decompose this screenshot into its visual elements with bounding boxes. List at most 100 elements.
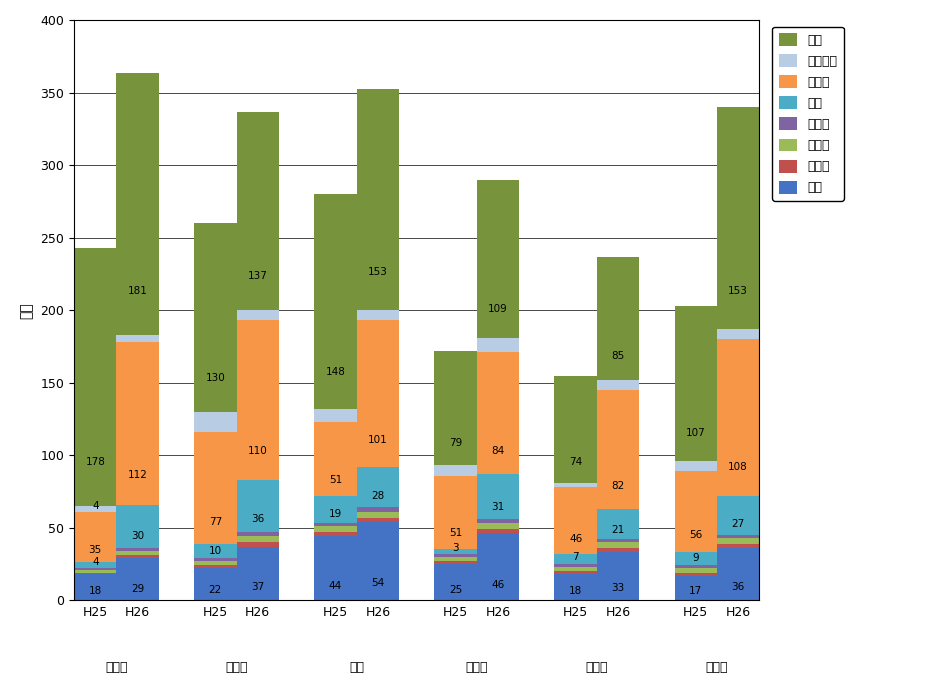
Bar bbox=[717, 340, 759, 496]
Text: 178: 178 bbox=[85, 457, 106, 467]
Text: 109: 109 bbox=[488, 304, 507, 314]
Text: 74: 74 bbox=[569, 457, 582, 466]
Bar bbox=[74, 563, 117, 568]
Bar bbox=[117, 73, 159, 335]
Bar bbox=[194, 544, 236, 558]
Text: 51: 51 bbox=[449, 529, 462, 538]
Bar bbox=[597, 256, 639, 380]
Bar bbox=[555, 567, 597, 572]
Bar bbox=[477, 519, 519, 523]
Bar bbox=[434, 475, 477, 550]
Bar bbox=[434, 561, 477, 564]
Bar bbox=[674, 471, 717, 552]
Text: 28: 28 bbox=[371, 491, 384, 501]
Bar bbox=[314, 496, 357, 523]
Text: 153: 153 bbox=[368, 267, 388, 277]
Bar bbox=[74, 506, 117, 512]
Text: 30: 30 bbox=[131, 531, 144, 542]
Text: 36: 36 bbox=[251, 514, 265, 524]
Bar bbox=[314, 527, 357, 532]
Text: 51: 51 bbox=[329, 475, 342, 485]
Bar bbox=[74, 574, 117, 600]
Text: 46: 46 bbox=[569, 534, 582, 544]
Text: 85: 85 bbox=[611, 351, 625, 361]
Text: 10: 10 bbox=[208, 546, 222, 556]
Text: 77: 77 bbox=[208, 517, 222, 527]
Legend: 植物, 底生動物, 昆虫類, 魚類, 哺乳類, 爪融類, 両生類, 鳥類: 植物, 底生動物, 昆虫類, 魚類, 哺乳類, 爪融類, 両生類, 鳥類 bbox=[772, 27, 844, 201]
Bar bbox=[357, 507, 399, 512]
Bar bbox=[236, 542, 279, 546]
Bar bbox=[74, 569, 117, 573]
Bar bbox=[477, 180, 519, 338]
Text: 19: 19 bbox=[329, 509, 342, 519]
Bar bbox=[555, 564, 597, 567]
Bar bbox=[597, 548, 639, 552]
Text: 35: 35 bbox=[89, 545, 102, 555]
Text: 84: 84 bbox=[492, 446, 505, 456]
Bar bbox=[194, 568, 236, 600]
Bar bbox=[314, 194, 357, 409]
Bar bbox=[674, 568, 717, 573]
Text: 18: 18 bbox=[89, 587, 102, 596]
Text: 25: 25 bbox=[449, 584, 462, 595]
Bar bbox=[314, 536, 357, 600]
Bar bbox=[314, 532, 357, 536]
Bar bbox=[357, 466, 399, 507]
Text: 82: 82 bbox=[611, 481, 625, 491]
Text: 蒲生: 蒲生 bbox=[349, 661, 364, 674]
Text: 108: 108 bbox=[728, 462, 748, 473]
Text: 79: 79 bbox=[449, 439, 462, 448]
Bar bbox=[357, 522, 399, 600]
Bar bbox=[194, 412, 236, 432]
Bar bbox=[357, 321, 399, 466]
Bar bbox=[674, 461, 717, 471]
Bar bbox=[434, 554, 477, 557]
Text: 181: 181 bbox=[128, 286, 147, 295]
Bar bbox=[236, 546, 279, 600]
Bar bbox=[236, 536, 279, 542]
Bar bbox=[717, 108, 759, 329]
Text: 18: 18 bbox=[569, 587, 582, 596]
Bar bbox=[117, 558, 159, 600]
Text: 北上川: 北上川 bbox=[225, 661, 248, 674]
Bar bbox=[194, 561, 236, 565]
Text: 7: 7 bbox=[572, 552, 579, 563]
Bar bbox=[597, 380, 639, 390]
Text: 56: 56 bbox=[689, 530, 702, 540]
Bar bbox=[236, 112, 279, 310]
Bar bbox=[74, 512, 117, 563]
Bar bbox=[597, 542, 639, 548]
Text: 松川浦: 松川浦 bbox=[706, 661, 728, 674]
Bar bbox=[477, 474, 519, 519]
Bar bbox=[357, 89, 399, 310]
Bar bbox=[434, 550, 477, 554]
Text: 4: 4 bbox=[92, 557, 98, 567]
Bar bbox=[674, 565, 717, 568]
Bar bbox=[717, 535, 759, 538]
Bar bbox=[236, 321, 279, 480]
Bar bbox=[674, 576, 717, 600]
Text: 22: 22 bbox=[208, 585, 222, 595]
Bar bbox=[717, 548, 759, 600]
Text: 110: 110 bbox=[248, 446, 268, 456]
Bar bbox=[674, 306, 717, 461]
Bar bbox=[194, 558, 236, 561]
Bar bbox=[717, 544, 759, 548]
Bar bbox=[74, 573, 117, 574]
Bar bbox=[555, 572, 597, 574]
Bar bbox=[314, 523, 357, 527]
Bar bbox=[434, 465, 477, 475]
Bar bbox=[434, 564, 477, 600]
Bar bbox=[477, 353, 519, 474]
Text: 148: 148 bbox=[326, 367, 345, 376]
Text: 27: 27 bbox=[732, 519, 745, 529]
Text: 37: 37 bbox=[251, 582, 265, 592]
Bar bbox=[717, 329, 759, 339]
Bar bbox=[117, 555, 159, 558]
Bar bbox=[674, 552, 717, 565]
Bar bbox=[117, 505, 159, 548]
Bar bbox=[477, 529, 519, 533]
Bar bbox=[477, 523, 519, 529]
Bar bbox=[717, 496, 759, 535]
Text: 21: 21 bbox=[611, 524, 625, 535]
